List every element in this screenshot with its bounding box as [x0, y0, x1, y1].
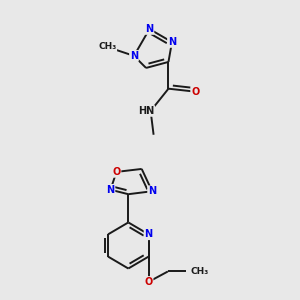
Text: O: O — [112, 167, 121, 177]
Text: N: N — [130, 51, 138, 61]
Text: N: N — [146, 24, 154, 34]
Text: CH₃: CH₃ — [190, 267, 208, 276]
Text: O: O — [144, 277, 153, 287]
Text: N: N — [168, 37, 176, 47]
Text: CH₃: CH₃ — [98, 42, 116, 51]
Text: N: N — [145, 229, 153, 239]
Text: HN: HN — [138, 106, 154, 116]
Text: N: N — [148, 186, 156, 196]
Text: O: O — [191, 87, 199, 97]
Text: N: N — [106, 185, 115, 195]
